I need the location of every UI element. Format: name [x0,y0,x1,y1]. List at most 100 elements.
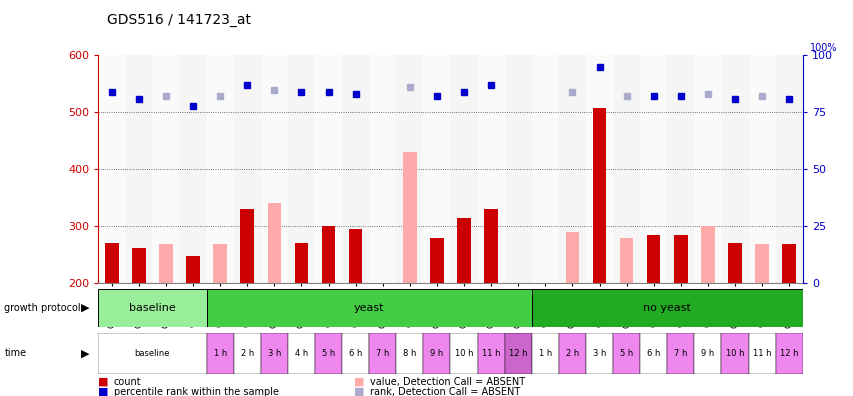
Bar [585,55,612,283]
Bar [206,289,531,327]
Text: 2 h: 2 h [241,349,253,358]
Text: 5 h: 5 h [619,349,633,358]
Text: ▶: ▶ [81,303,90,313]
Bar [186,256,200,283]
Text: 12 h: 12 h [779,349,798,358]
Text: time: time [4,348,26,358]
Bar [260,333,287,374]
Bar [504,55,531,283]
Bar [721,333,748,374]
Bar [430,238,444,283]
Text: yeast: yeast [353,303,384,313]
Text: 3 h: 3 h [267,349,281,358]
Text: 2 h: 2 h [566,349,578,358]
Bar [287,55,315,283]
Bar [349,229,362,283]
Text: 7 h: 7 h [673,349,687,358]
Text: no yeast: no yeast [642,303,690,313]
Bar [423,333,450,374]
Text: GDS516 / 141723_at: GDS516 / 141723_at [107,13,251,27]
Bar [666,333,693,374]
Bar [612,55,640,283]
Bar [98,55,125,283]
Text: percentile rank within the sample: percentile rank within the sample [113,387,278,396]
Text: 11 h: 11 h [481,349,500,358]
Text: 6 h: 6 h [647,349,659,358]
Bar [721,55,748,283]
Bar [565,232,578,283]
Text: 4 h: 4 h [294,349,308,358]
Bar [125,55,152,283]
Bar [287,333,315,374]
Bar [728,243,741,283]
Text: count: count [113,377,141,387]
Bar [213,244,227,283]
Text: ■: ■ [98,377,108,387]
Bar [267,204,281,283]
Text: 8 h: 8 h [403,349,416,358]
Bar [504,333,531,374]
Text: 3 h: 3 h [592,349,606,358]
Bar [781,244,795,283]
Bar [477,333,504,374]
Bar [619,238,633,283]
Bar [206,333,234,374]
Text: 100%: 100% [809,43,836,53]
Bar [368,333,396,374]
Bar [585,333,612,374]
Bar [748,55,775,283]
Bar [456,218,470,283]
Bar [647,235,659,283]
Bar [531,289,802,327]
Text: 1 h: 1 h [538,349,551,358]
Bar [179,55,206,283]
Text: 9 h: 9 h [700,349,714,358]
Bar [403,152,416,283]
Bar [159,244,172,283]
Text: 12 h: 12 h [508,349,527,358]
Text: value, Detection Call = ABSENT: value, Detection Call = ABSENT [369,377,525,387]
Bar [396,55,423,283]
Bar [592,109,606,283]
Bar [640,55,666,283]
Bar [260,55,287,283]
Text: 10 h: 10 h [455,349,473,358]
Bar [673,235,687,283]
Bar [693,55,721,283]
Text: baseline: baseline [129,303,176,313]
Bar [234,333,260,374]
Bar [105,243,119,283]
Bar [748,333,775,374]
Bar [612,333,640,374]
Bar [775,333,802,374]
Bar [700,226,714,283]
Text: 1 h: 1 h [213,349,227,358]
Bar [132,248,146,283]
Text: ▶: ▶ [81,348,90,358]
Bar [640,333,666,374]
Text: 6 h: 6 h [349,349,362,358]
Bar [450,55,477,283]
Text: ■: ■ [98,387,108,396]
Bar [558,333,585,374]
Text: 10 h: 10 h [725,349,744,358]
Bar [558,55,585,283]
Text: 9 h: 9 h [430,349,443,358]
Bar [98,333,206,374]
Bar [152,55,179,283]
Bar [206,55,234,283]
Bar [315,333,342,374]
Bar [342,55,368,283]
Bar [754,244,768,283]
Bar [531,55,558,283]
Text: 7 h: 7 h [375,349,389,358]
Bar [477,55,504,283]
Text: rank, Detection Call = ABSENT: rank, Detection Call = ABSENT [369,387,519,396]
Bar [322,226,335,283]
Bar [234,55,260,283]
Text: 11 h: 11 h [752,349,770,358]
Bar [98,289,206,327]
Text: baseline: baseline [135,349,170,358]
Bar [241,209,253,283]
Bar [666,55,693,283]
